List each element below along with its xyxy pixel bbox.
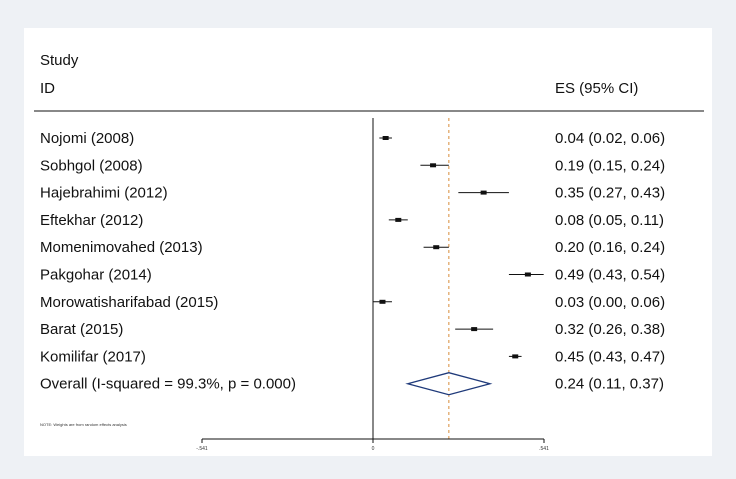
weights-note: NOTE: Weights are from random effects an…	[40, 422, 127, 427]
point-estimate	[512, 354, 519, 359]
es-value: 0.32 (0.26, 0.38)	[555, 321, 665, 338]
study-label: Momenimovahed (2013)	[40, 239, 203, 256]
es-value: 0.19 (0.15, 0.24)	[555, 157, 665, 174]
overall-label: Overall (I-squared = 99.3%, p = 0.000)	[40, 376, 296, 393]
es-value: 0.08 (0.05, 0.11)	[555, 212, 664, 229]
study-label: Pakgohar (2014)	[40, 267, 152, 284]
x-tick-label: .541	[539, 446, 549, 452]
es-value: 0.03 (0.00, 0.06)	[555, 294, 665, 311]
header-study: Study	[40, 52, 79, 69]
es-value: 0.49 (0.43, 0.54)	[555, 267, 665, 284]
plot-panel: Study ID ES (95% CI) Nojomi (2008) 0.04 (…	[24, 28, 712, 456]
x-tick-label: 0	[372, 446, 375, 452]
es-value: 0.45 (0.43, 0.47)	[555, 348, 665, 365]
point-estimate	[433, 245, 440, 250]
study-label: Sobhgol (2008)	[40, 157, 143, 174]
point-estimate	[395, 217, 402, 222]
point-estimate	[471, 327, 478, 332]
point-estimate	[480, 190, 487, 195]
study-label: Barat (2015)	[40, 321, 123, 338]
es-value: 0.04 (0.02, 0.06)	[555, 130, 665, 147]
x-tick-label: -.541	[196, 446, 208, 452]
overall-diamond	[405, 372, 493, 396]
point-estimate	[524, 272, 531, 277]
study-label: Nojomi (2008)	[40, 130, 134, 147]
header-es: ES (95% CI)	[555, 80, 638, 97]
point-estimate	[379, 299, 386, 304]
study-label: Hajebrahimi (2012)	[40, 185, 168, 202]
study-label: Eftekhar (2012)	[40, 212, 143, 229]
overall-es-value: 0.24 (0.11, 0.37)	[555, 376, 664, 393]
point-estimate	[430, 163, 437, 168]
es-value: 0.35 (0.27, 0.43)	[555, 185, 665, 202]
study-label: Morowatisharifabad (2015)	[40, 294, 218, 311]
forest-plot: Study ID ES (95% CI) Nojomi (2008) 0.04 (…	[34, 52, 704, 452]
point-estimate	[382, 136, 389, 140]
es-value: 0.20 (0.16, 0.24)	[555, 239, 665, 256]
study-label: Komilifar (2017)	[40, 348, 146, 365]
header-id: ID	[40, 80, 55, 97]
